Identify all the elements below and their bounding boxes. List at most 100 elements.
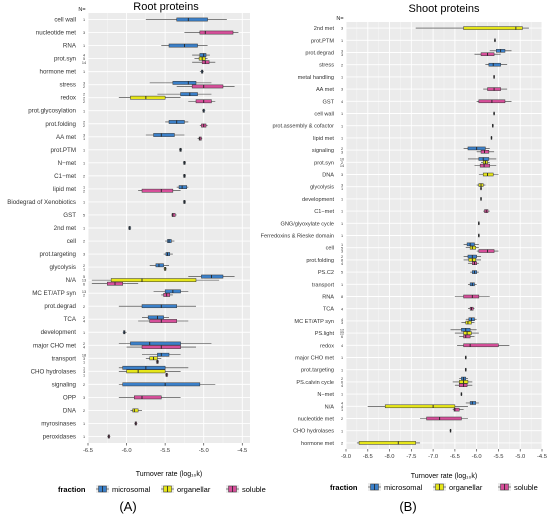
box-soluble: 2 [83, 84, 235, 89]
x-tick-label: -5.0 [515, 454, 525, 460]
category-label: cell [67, 238, 76, 245]
n-count: 3 [341, 88, 343, 92]
n-count: 1 [341, 393, 343, 397]
category-label: glycolysis [310, 185, 334, 191]
n-count: 1 [341, 222, 343, 226]
n-count: 6 [83, 282, 85, 286]
n-count: 4 [341, 318, 343, 322]
x-tick-label: -7.0 [428, 454, 438, 460]
box-microsomal: 1 [341, 428, 452, 433]
category-label: prot.targeting [301, 368, 334, 374]
iqr-box [153, 133, 175, 137]
n-count: 1 [341, 408, 343, 412]
box-microsomal: 3 [83, 252, 173, 257]
n-count: 1 [341, 137, 343, 141]
category-label: TCA [323, 307, 334, 313]
box-microsomal: 1 [341, 355, 467, 360]
box-microsomal: 1 [83, 147, 183, 152]
n-count: 2 [83, 305, 85, 309]
box-microsomal: 2 [341, 376, 468, 381]
iqr-box [180, 92, 198, 96]
iqr-box [134, 395, 162, 400]
n-count: 2 [83, 124, 85, 128]
category-label: DNA [322, 173, 334, 179]
iqr-box [147, 315, 164, 320]
category-label: C1−met [54, 173, 76, 180]
box-microsomal: 1 [83, 160, 186, 165]
n-count: 2 [341, 377, 343, 381]
category-label: MC ET/ATP syn [294, 319, 334, 325]
panel-shoot: Shoot proteins N=2nd met 3 prot.PTM 1 prot.de… [261, 3, 547, 514]
iqr-box [469, 401, 477, 405]
box-soluble: 2 [83, 123, 208, 128]
n-count: 3 [83, 31, 85, 35]
box-microsomal: 2 [83, 341, 212, 346]
box-organellar: 1 [83, 267, 167, 271]
iqr-box [178, 185, 187, 189]
category-label: RNA [322, 295, 334, 301]
n-count: 12 [340, 328, 344, 332]
category-label: GNG/glyoxylate cycle [281, 221, 334, 227]
legend-label: organellar [449, 483, 483, 492]
box-soluble: 1 [341, 75, 495, 80]
n-count: 1 [83, 161, 85, 165]
category-label: RNA [63, 43, 77, 50]
n-count: 1 [83, 435, 85, 439]
iqr-box [478, 249, 495, 253]
box-microsomal: 5 [83, 274, 235, 279]
box-microsomal: 1 [83, 17, 227, 22]
n-count: 3 [83, 81, 85, 85]
iqr-box [176, 17, 208, 22]
box-organellar: 6 [341, 380, 473, 385]
n-count: 1 [83, 137, 85, 141]
n-count: 4 [83, 54, 85, 58]
legend-label: organellar [177, 485, 211, 494]
category-label: cell wall [54, 17, 76, 24]
x-tick-label: -6.5 [83, 448, 93, 454]
box-soluble: 1 [83, 373, 169, 377]
box-microsomal: 1 [83, 200, 186, 205]
category-label: cell wall [314, 112, 334, 118]
category-label: peroxidases [43, 433, 76, 440]
n-count: 2 [83, 342, 85, 346]
category-label: CHO hydrolases [293, 429, 334, 435]
x-axis-label: Turnover rate (log₁₀k) [136, 471, 202, 478]
category-label: C1−met [314, 209, 334, 215]
box-microsomal: 1 [83, 330, 127, 335]
n-count: 1 [83, 18, 85, 22]
x-tick-label: -6.0 [472, 454, 482, 460]
n-count: 2 [83, 294, 85, 298]
legend-label: microsomal [384, 483, 423, 492]
n-count: 4 [341, 344, 343, 348]
box-organellar: 22 [340, 331, 479, 336]
iqr-box [110, 278, 197, 282]
box-microsomal: 1 [341, 367, 467, 372]
x-tick-label: -5.0 [199, 448, 209, 454]
box-soluble: 3 [341, 249, 499, 254]
n-count: 6 [341, 335, 343, 339]
n-count: 3 [341, 321, 343, 325]
iqr-box [463, 343, 499, 348]
category-label: prot.degrad [305, 51, 334, 57]
x-tick-label: -8.0 [385, 454, 395, 460]
box-microsomal: 1 [341, 111, 495, 116]
iqr-box [155, 263, 164, 268]
iqr-box [168, 43, 198, 48]
category-label: PS.calvin cycle [296, 380, 334, 386]
n-count: 4 [341, 402, 343, 406]
n-count: 3 [83, 253, 85, 257]
iqr-box [478, 157, 490, 161]
iqr-box [479, 163, 490, 168]
category-label: redox [320, 343, 334, 349]
x-axis-label: Turnover rate (log₁₀k) [411, 473, 477, 480]
category-label: major CHO met [33, 342, 76, 349]
iqr-box [463, 26, 523, 30]
box-soluble: 2 [83, 99, 216, 104]
box-organellar: 3 [341, 183, 486, 188]
box-microsomal: 1 [341, 123, 494, 128]
category-label: 2nd met [314, 26, 335, 32]
n-count: 1 [341, 368, 343, 372]
category-label: PS.C2 [318, 270, 334, 276]
panel-label: (A) [119, 499, 136, 514]
n-count: 6 [341, 381, 343, 385]
